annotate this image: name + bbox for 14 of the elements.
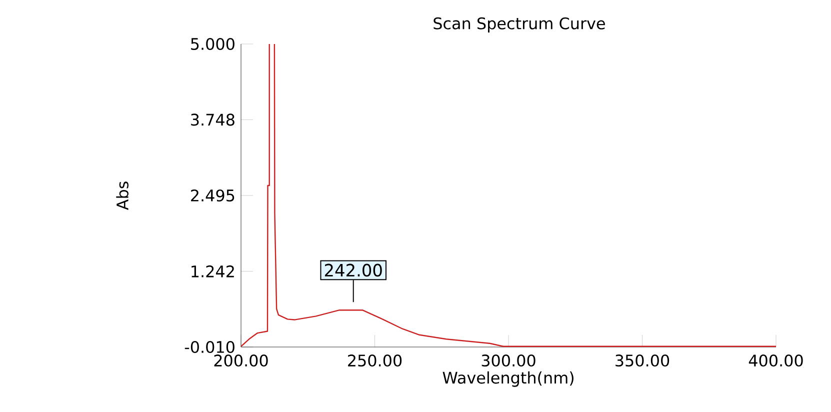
x-tick-label: 250.00 [348, 354, 402, 367]
x-tick-label: 350.00 [616, 354, 670, 367]
y-tick-label: 2.495 [191, 189, 234, 202]
chart-title: Scan Spectrum Curve [434, 17, 605, 32]
y-tick-label: 1.242 [192, 265, 234, 278]
y-tick-label: 3.748 [191, 114, 234, 126]
x-tick-label: 200.00 [214, 354, 268, 367]
y-tick-label: -0.010 [184, 340, 234, 354]
x-tick-label: 300.00 [482, 354, 536, 367]
y-tick-label: 5.000 [191, 38, 234, 50]
annotation: 242.00 [324, 264, 382, 277]
y-axis-title: Abs [116, 182, 128, 210]
x-tick-label: 400.00 [748, 354, 803, 367]
x-axis-title: Wavelength(nm) [442, 371, 574, 387]
